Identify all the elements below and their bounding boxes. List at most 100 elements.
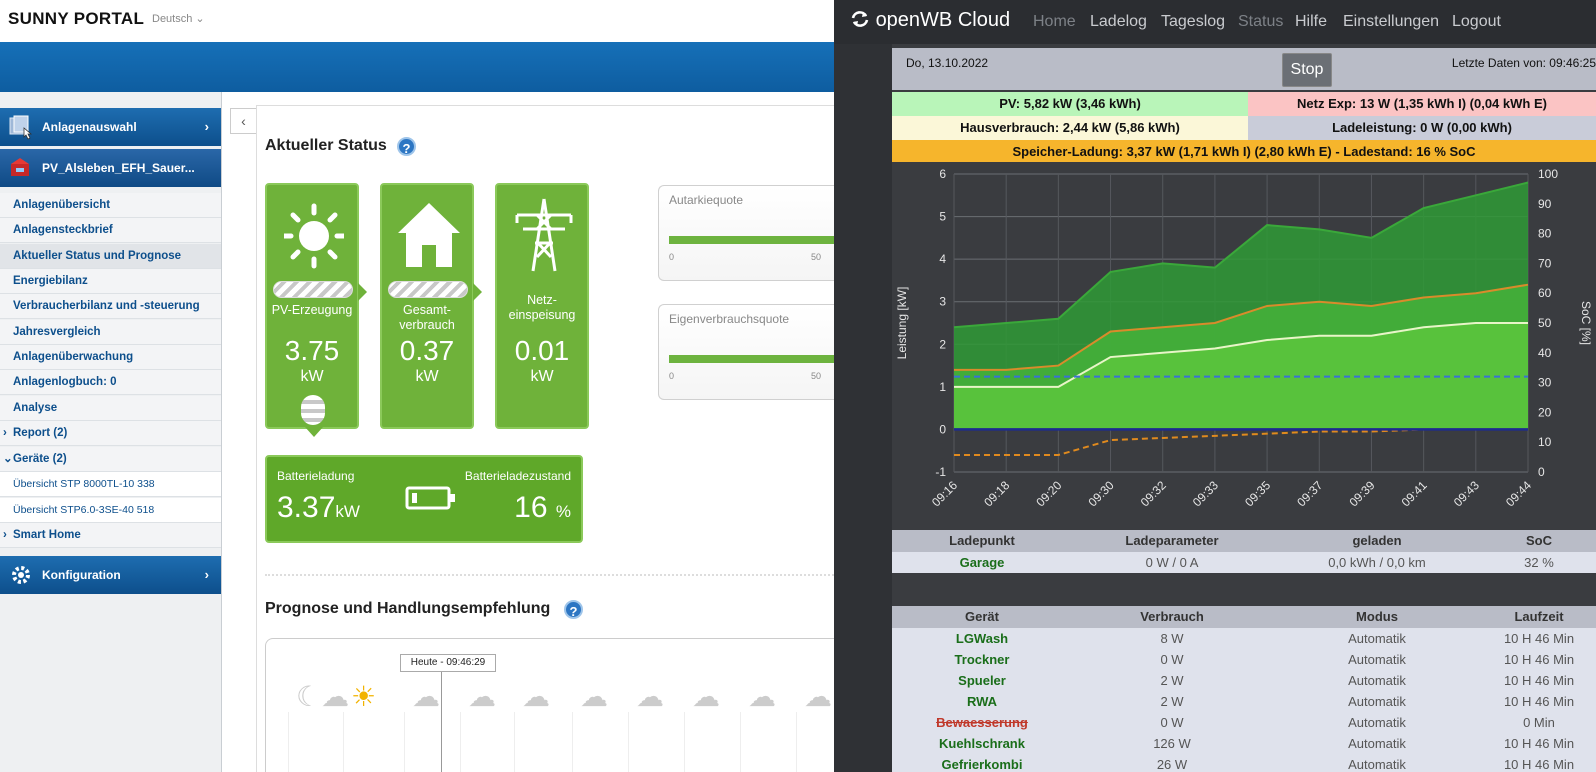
battery-soc-value: 16 % [514,491,571,524]
column-header: Laufzeit [1514,609,1564,624]
series-area [954,323,1528,430]
forecast-panel [265,638,834,772]
grid-summary: Netz Exp: 13 W (1,35 kWh I) (0,04 kWh E) [1248,92,1596,116]
battery-icon [405,486,455,510]
sidebar-item[interactable]: › Report (2) [0,421,221,446]
cloud-icon: ☁ [522,681,550,712]
table-cell: 0 W / 0 A [1145,555,1199,570]
forecast-divider [288,712,289,772]
sidebar-item-label: Energiebilanz [13,275,88,287]
cloud-icon: ☁ [692,681,720,712]
table-row[interactable]: Kuehlschrank 126 W Automatik 10 H 46 Min [892,733,1596,754]
x-tick-label: 09:30 [1086,478,1117,509]
nav-link[interactable]: Tageslog [1161,13,1226,30]
chevron-right-icon: › [3,529,7,541]
cloud-icon: ☁ [580,681,608,712]
language-select[interactable]: Deutsch ⌄ [152,13,205,25]
table-cell: 0 W [1160,652,1184,667]
sidebar-item[interactable]: Anlagenübersicht [0,193,221,218]
stop-button[interactable]: Stop [1282,53,1332,87]
sunny-header: SUNNY PORTAL Deutsch ⌄ [0,0,834,42]
nav-link[interactable]: Logout [1452,13,1501,30]
content-frame [256,105,834,772]
table-row[interactable]: LGWash 8 W Automatik 10 H 46 Min [892,628,1596,649]
table-cell: Automatik [1348,715,1406,730]
y-tick-label: 0 [939,422,946,436]
table-header: Gerät Verbrauch Modus Laufzeit [892,606,1596,628]
sidebar-item[interactable]: Energiebilanz [0,269,221,294]
sunny-portal-logo[interactable]: SUNNY PORTAL [8,9,145,28]
y-tick-label: 3 [939,295,946,309]
configuration-button[interactable]: Konfiguration › [0,556,221,594]
house-icon [398,203,460,267]
nav-link[interactable]: Hilfe [1295,13,1328,30]
table-cell: 10 H 46 Min [1503,736,1575,751]
sidebar-item[interactable]: Anlagensteckbrief [0,218,221,243]
table-cell: 26 W [1156,757,1188,772]
power-chart[interactable]: -1 0 1 2 3 4 5 6 0 10 20 30 40 50 60 70 80 90 100 09:16 09:1… [892,162,1596,530]
table-row[interactable]: RWA 2 W Automatik 10 H 46 Min [892,691,1596,712]
table-cell: Bewaesserung [936,715,1028,730]
sidebar-item[interactable]: Jahresvergleich [0,320,221,345]
table-cell: 126 W [1153,736,1191,751]
column-header: Gerät [965,609,999,624]
sidebar-item-label: Geräte (2) [13,453,67,465]
sidebar-item[interactable]: Verbraucherbilanz und -steuerung [0,294,221,319]
table-cell: 0 Min [1523,715,1555,730]
sidebar-collapse-button[interactable]: ‹ [230,108,256,134]
x-tick-label: 09:41 [1399,478,1430,509]
table-row[interactable]: Trockner 0 W Automatik 10 H 46 Min [892,649,1596,670]
forecast-divider [740,712,741,772]
y2-tick-label: 10 [1538,435,1552,449]
table-row[interactable]: Spueler 2 W Automatik 10 H 46 Min [892,670,1596,691]
chevron-right-icon: › [204,567,209,582]
sidebar-item[interactable]: Übersicht STP6.0-3SE-40 518 [0,498,221,523]
sidebar-item[interactable]: Analyse [0,396,221,421]
sidebar-item[interactable]: Anlagenlogbuch: 0 [0,370,221,395]
plant-select-icon [9,115,33,140]
help-icon[interactable]: ? [397,137,416,156]
table-cell: Automatik [1348,652,1406,667]
cloud-icon: ☁ [804,681,832,712]
y-tick-label: 2 [939,337,946,351]
table-row[interactable]: Bewaesserung 0 W Automatik 0 Min [892,712,1596,733]
nav-link[interactable]: Status [1238,13,1284,30]
device-table: Gerät Verbrauch Modus Laufzeit LGWash 8 W Auto… [892,606,1596,772]
table-cell: RWA [966,694,998,709]
sidebar-item[interactable]: ⌄ Geräte (2) [0,447,221,472]
table-row[interactable]: Garage 0 W / 0 A 0,0 kWh / 0,0 km 32 % [892,552,1596,573]
gauge-tick: 0 [669,371,675,381]
flow-indicator [273,281,353,298]
openwb-brand[interactable]: openWB Cloud [850,9,1010,32]
grid-feed-tile[interactable]: Netz- einspeisung 0.01 kW [495,183,589,429]
pv-tile[interactable]: PV-Erzeugung 3.75 kW [265,183,367,437]
sidebar-item[interactable]: › Smart Home [0,523,221,548]
battery-summary: Speicher-Ladung: 3,37 kW (1,71 kWh I) (2… [892,140,1596,164]
plant-select-button[interactable]: Anlagenauswahl › [0,108,221,146]
column-header: geladen [1352,533,1402,548]
sidebar-item-label: Analyse [13,402,58,414]
battery-tile[interactable]: Batterieladung 3.37kW Batterieladezustan… [265,455,583,543]
help-icon[interactable]: ? [564,600,583,619]
sidebar-item-label: Aktueller Status und Prognose [13,250,182,262]
table-row[interactable]: Gefrierkombi 26 W Automatik 10 H 46 Min [892,754,1596,772]
plant-name-item[interactable]: PV_Alsleben_EFH_Sauer... [0,149,221,187]
sidebar-item[interactable]: Übersicht STP 8000TL-10 338 [0,472,221,497]
nav-link[interactable]: Ladelog [1090,13,1147,30]
cloud-icon: ☁ [468,681,496,712]
gauge-tick: 50 [811,371,822,381]
gauge-tick: 0 [669,252,675,262]
forecast-divider [796,712,797,772]
sun-icon [284,203,344,269]
sidebar-item[interactable]: Aktueller Status und Prognose [0,244,221,269]
x-tick-label: 09:35 [1242,478,1273,509]
nav-link[interactable]: Home [1033,13,1076,30]
chevron-right-icon: › [204,119,209,134]
power-pylon-icon [515,198,573,272]
consumption-tile[interactable]: Gesamt- verbrauch 0.37 kW [380,183,482,429]
sidebar-item[interactable]: Anlagenüberwachung [0,345,221,370]
table-cell: 2 W [1160,694,1184,709]
y-tick-label: 6 [939,167,946,181]
nav-link[interactable]: Einstellungen [1343,13,1440,30]
